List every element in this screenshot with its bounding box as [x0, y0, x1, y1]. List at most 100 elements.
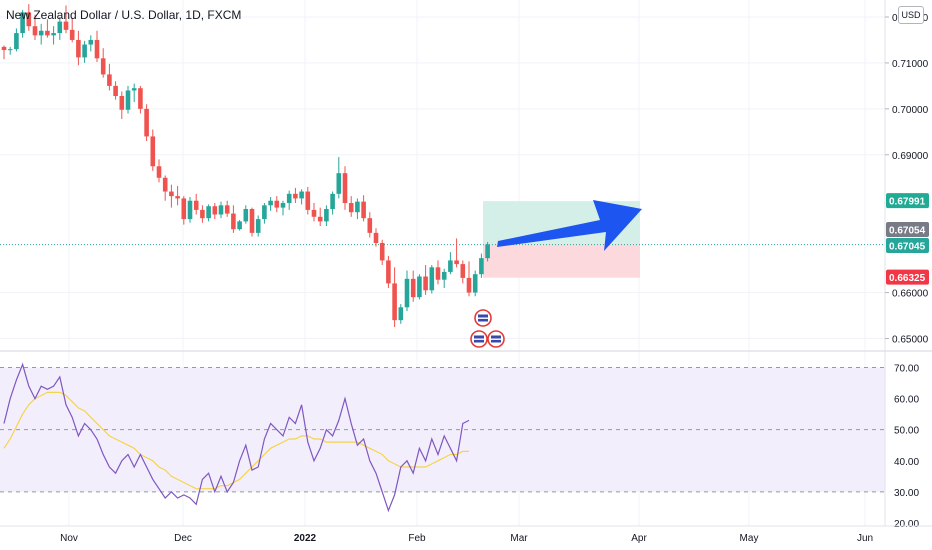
candle: [138, 85, 143, 114]
trend-arrow[interactable]: [497, 200, 642, 251]
candle-body: [280, 203, 286, 208]
candle-body: [175, 196, 180, 199]
candle: [280, 200, 286, 216]
stop-price-label-bg: [886, 269, 929, 285]
candle-body: [193, 200, 199, 210]
candle-body: [169, 191, 174, 197]
candle-body: [441, 271, 447, 280]
candle-body: [162, 177, 168, 192]
candle: [305, 186, 311, 215]
candle: [255, 215, 261, 237]
candle: [107, 63, 112, 91]
candle: [63, 5, 69, 34]
candle-body: [392, 283, 397, 321]
last-price-label-text: 0.67045: [889, 242, 926, 253]
candle-body: [224, 205, 230, 214]
candle: [243, 205, 249, 224]
candle: [237, 220, 242, 231]
candle-body: [243, 208, 249, 222]
candle: [361, 195, 366, 222]
candle: [249, 207, 255, 237]
candle: [367, 212, 373, 238]
candle: [88, 35, 94, 52]
candle: [348, 196, 354, 217]
economic-events[interactable]: [470, 309, 505, 348]
rsi-axis[interactable]: 70.00 60.00 50.00 40.00 30.00 20.00: [894, 364, 919, 530]
candle: [38, 23, 44, 45]
event-flag-stripe: [474, 338, 484, 340]
candle: [69, 17, 75, 43]
candle: [57, 16, 63, 40]
candle-body: [94, 39, 100, 59]
candle-body: [367, 218, 373, 233]
candle-body: [479, 258, 484, 275]
candle: [454, 238, 459, 268]
candle-body: [262, 205, 267, 220]
price-tick-label: 0.69000: [892, 151, 929, 162]
candle-body: [435, 267, 441, 280]
candle: [212, 203, 218, 220]
candle-body: [330, 193, 335, 209]
time-axis[interactable]: Nov Dec 2022 Feb Mar Apr May Jun: [60, 533, 873, 544]
candle-body: [82, 44, 87, 58]
target-price-label-text: 0.67991: [889, 197, 926, 208]
candle-body: [100, 58, 106, 75]
candle-body: [138, 88, 143, 109]
event-flag-stripe: [478, 317, 488, 319]
candle: [131, 83, 137, 102]
candle: [45, 19, 50, 38]
rsi-tick-label: 40.00: [894, 457, 919, 468]
candle-body: [1, 46, 7, 51]
candle: [20, 10, 25, 38]
candle: [100, 48, 106, 78]
price-tick-label: 0.65000: [892, 335, 929, 346]
candle-body: [404, 278, 410, 308]
stop-zone[interactable]: [483, 244, 640, 278]
candle: [286, 190, 292, 210]
price-axis[interactable]: 0.720000.710000.700000.690000.660000.650…: [885, 13, 929, 346]
currency-button[interactable]: USD: [898, 6, 924, 24]
candle: [26, 4, 32, 31]
price-tick-label: 0.71000: [892, 59, 929, 70]
candle-body: [336, 173, 342, 194]
candle: [311, 203, 317, 222]
candle-body: [113, 85, 118, 96]
candle: [441, 268, 447, 288]
candle-body: [51, 33, 56, 36]
candle-body: [293, 193, 298, 199]
candle: [32, 14, 38, 40]
time-tick-label: Nov: [60, 533, 78, 544]
candle-body: [45, 30, 50, 36]
candle: [379, 239, 385, 266]
candle-body: [125, 90, 131, 110]
candle: [466, 261, 472, 297]
candle: [193, 193, 199, 215]
candle: [460, 260, 466, 284]
candle-body: [348, 203, 354, 213]
rsi-tick-label: 20.00: [894, 519, 919, 530]
candle-body: [150, 136, 156, 167]
candle: [169, 184, 174, 208]
candle: [386, 255, 391, 288]
candle: [224, 200, 230, 217]
candle: [218, 201, 224, 219]
candle: [392, 267, 397, 328]
candle: [423, 265, 428, 295]
candle-body: [466, 277, 472, 293]
candle-body: [218, 205, 224, 215]
candle: [404, 270, 410, 311]
candle: [330, 191, 335, 215]
candle-body: [379, 242, 385, 261]
price-labels: 0.67991 0.67054 0.67045 0.66325: [886, 193, 929, 285]
event-flag-icon: [487, 330, 505, 348]
candle-body: [200, 209, 205, 219]
candle-body: [26, 12, 32, 27]
candle-body: [156, 166, 162, 178]
candle-body: [32, 26, 38, 36]
target-price-label-bg: [886, 193, 929, 209]
candle-body: [237, 221, 242, 230]
candle-body: [342, 173, 348, 204]
candle: [299, 189, 304, 205]
candle-body: [38, 30, 44, 36]
